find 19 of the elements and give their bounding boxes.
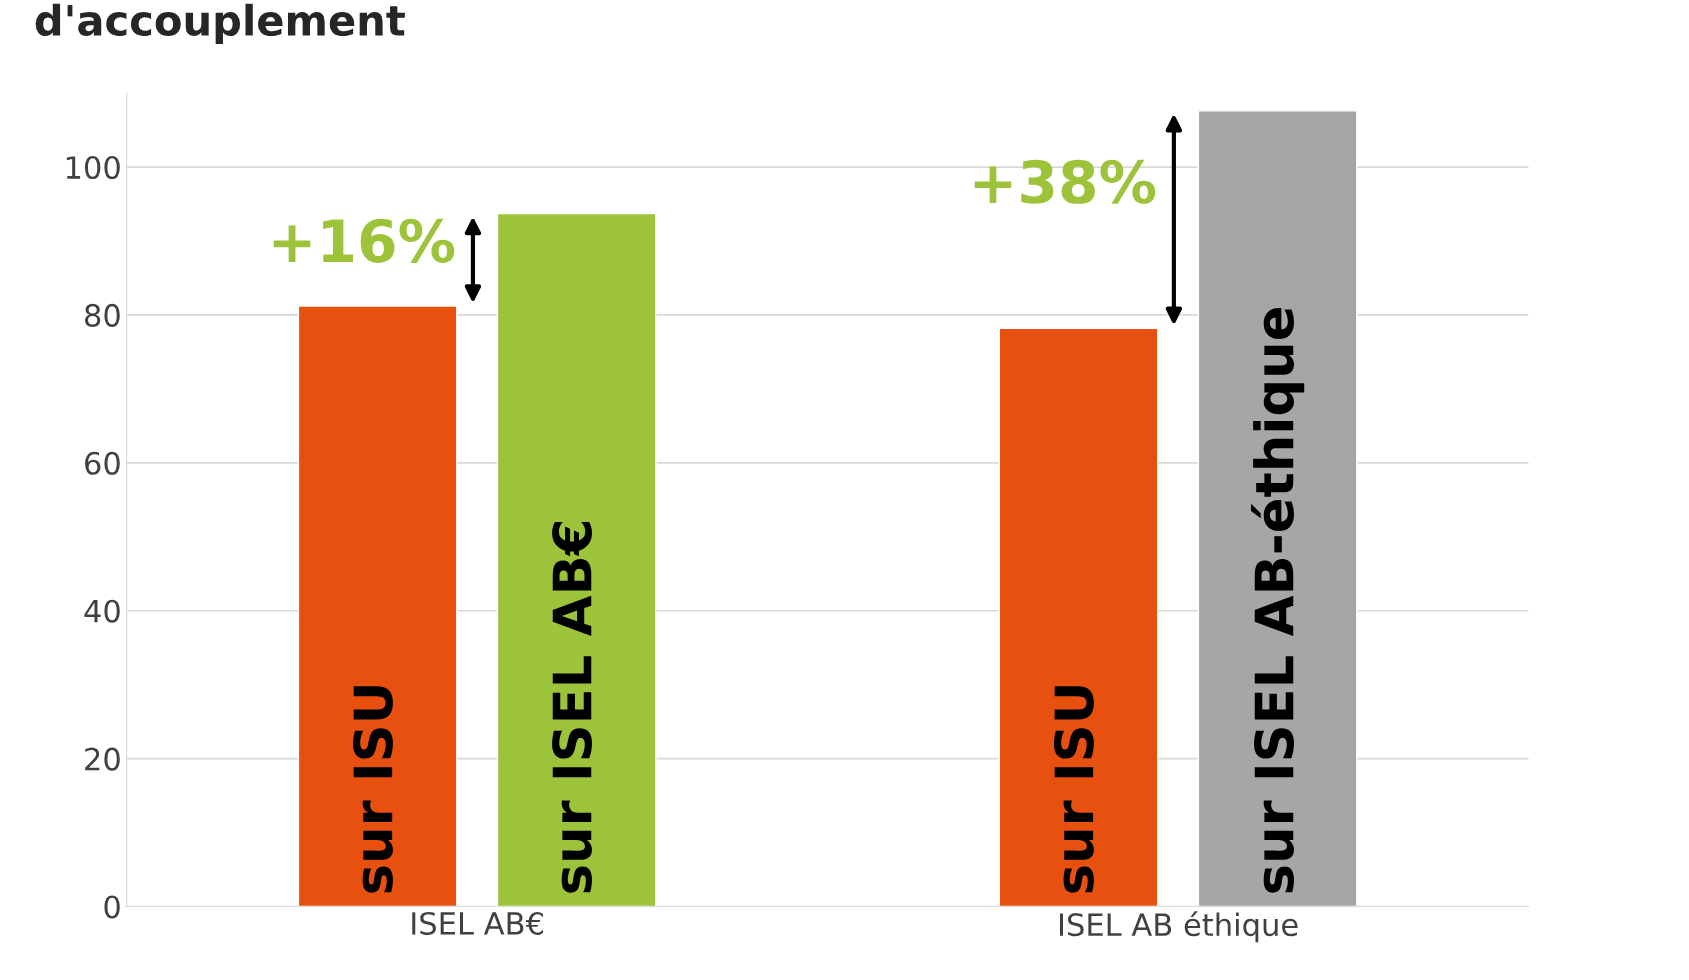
- data-label: sur ISEL AB-éthique: [1251, 308, 1305, 893]
- x-tick-label: ISEL AB éthique: [1059, 911, 1298, 943]
- data-label: sur ISU: [353, 686, 393, 893]
- bar: [297, 305, 458, 907]
- data-label: sur ISU: [1053, 686, 1094, 893]
- x-tick-label: ISEL AB€: [412, 911, 543, 936]
- annotation: +16%: [273, 218, 455, 263]
- y-tick-label: 20: [85, 747, 120, 771]
- y-tick-label: 0: [104, 895, 120, 919]
- chart-title: d'accouplement: [35, 3, 405, 45]
- bar: [1197, 110, 1358, 907]
- y-tick-label: 100: [66, 155, 120, 180]
- y-tick-label: 60: [85, 451, 120, 475]
- data-label: sur ISEL AB€: [552, 522, 592, 893]
- y-tick-label: 40: [84, 599, 120, 623]
- bar: [998, 327, 1159, 907]
- annotation: +38%: [974, 159, 1156, 204]
- bar: [496, 212, 657, 907]
- y-tick-label: 80: [85, 303, 120, 327]
